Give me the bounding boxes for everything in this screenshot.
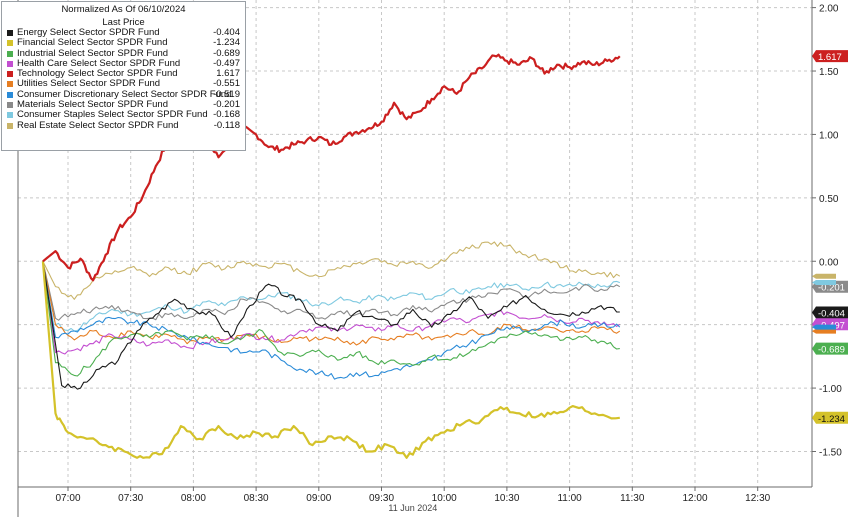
last-value-label: -0.201 <box>818 283 845 294</box>
series-line-7 <box>42 261 621 321</box>
legend-entry: Consumer Discretionary Select Sector SPD… <box>2 88 245 100</box>
legend-entry: Energy Select Sector SPDR Fund -0.404 <box>2 27 245 38</box>
legend-series-name: Energy Select Sector SPDR Fund <box>17 27 160 38</box>
legend-series-name: Consumer Staples Select Sector SPDR Fund <box>17 109 208 121</box>
last-value-label: -0.689 <box>818 345 845 356</box>
legend-entries: Energy Select Sector SPDR Fund -0.404 Fina… <box>2 27 245 131</box>
series-line-3 <box>42 261 621 355</box>
series-line-0 <box>42 261 620 390</box>
legend-swatch <box>7 60 13 67</box>
legend-series-name: Financial Select Sector SPDR Fund <box>17 37 168 49</box>
legend-series-value: -0.497 <box>213 57 240 69</box>
last-value-tag-4 <box>812 50 848 63</box>
legend-swatch <box>7 40 13 47</box>
series-line-9 <box>42 241 621 300</box>
legend-series-value: -0.519 <box>213 88 240 100</box>
x-tick-label: 08:00 <box>181 493 206 504</box>
legend-series-name: Health Care Select Sector SPDR Fund <box>17 57 181 69</box>
y-tick-label: 0.50 <box>819 194 839 205</box>
legend-series-value: -1.234 <box>213 37 240 49</box>
legend-series-name: Real Estate Select Sector SPDR Fund <box>17 119 179 131</box>
legend-series-value: -0.689 <box>213 47 240 59</box>
x-tick-label: 11:30 <box>620 493 645 504</box>
last-value-tag-5 <box>812 328 836 334</box>
series-line-5 <box>42 261 621 346</box>
x-tick-label: 07:00 <box>55 493 80 504</box>
legend-series-name: Industrial Select Sector SPDR Fund <box>17 47 169 59</box>
chart-title: Normalized As Of 06/10/2024 <box>61 4 186 15</box>
x-tick-label: 08:30 <box>244 493 269 504</box>
y-tick-label: -1.00 <box>819 384 842 395</box>
y-tick-label: -1.50 <box>819 447 842 458</box>
legend-series-value: -0.404 <box>213 27 240 38</box>
last-value-tag-2 <box>812 342 848 355</box>
legend-entry: Utilities Select Sector SPDR Fund -0.551 <box>2 79 245 89</box>
last-value-tag-9 <box>812 273 836 279</box>
x-tick-labels: 07:00 07:30 08:00 08:30 09:00 09:30 10:00 10:30… <box>55 487 771 504</box>
legend-swatch <box>7 102 13 109</box>
series-line-6 <box>42 261 621 380</box>
series-line-2 <box>42 261 620 377</box>
legend-entry: Technology Select Sector SPDR Fund 1.617 <box>2 68 245 80</box>
last-value-tag-8 <box>812 280 836 286</box>
x-tick-label: 11:00 <box>557 493 582 504</box>
x-tick-label: 09:30 <box>369 493 394 504</box>
legend-entry: Materials Select Sector SPDR Fund -0.201 <box>2 99 245 111</box>
x-tick-label: 12:00 <box>682 493 707 504</box>
y-tick-label: 1.50 <box>819 67 839 78</box>
legend-series-value: 1.617 <box>216 68 240 80</box>
last-value-label: -0.404 <box>818 308 845 319</box>
legend-series-name: Consumer Discretionary Select Sector SPD… <box>17 88 232 100</box>
legend-series-value: -0.118 <box>213 119 240 131</box>
legend: Normalized As Of 06/10/2024 Last Price E… <box>1 1 246 151</box>
legend-entry: Industrial Select Sector SPDR Fund -0.689 <box>2 47 245 59</box>
legend-entry: Consumer Staples Select Sector SPDR Fund… <box>2 110 245 120</box>
series-line-1 <box>41 261 620 459</box>
legend-entry: Real Estate Select Sector SPDR Fund -0.11… <box>2 119 245 131</box>
legend-swatch <box>7 112 13 119</box>
y-tick-label: 0.00 <box>819 257 839 268</box>
legend-series-name: Technology Select Sector SPDR Fund <box>17 68 178 80</box>
x-tick-label: 07:30 <box>118 493 143 504</box>
x-date-label: 11 Jun 2024 <box>388 503 437 513</box>
legend-entry: Financial Select Sector SPDR Fund -1.234 <box>2 37 245 49</box>
x-tick-label: 12:30 <box>745 493 770 504</box>
last-value-tags: -0.404-1.234-0.689-0.4971.617-0.201 <box>812 50 848 425</box>
last-value-tag-1 <box>812 411 848 424</box>
legend-series-value: -0.168 <box>213 109 240 121</box>
legend-entry: Health Care Select Sector SPDR Fund -0.49… <box>2 57 245 69</box>
series-line-4 <box>42 53 621 282</box>
y-tick-label: 1.00 <box>819 130 839 141</box>
legend-series-name: Utilities Select Sector SPDR Fund <box>17 78 161 90</box>
legend-series-value: -0.201 <box>213 99 240 111</box>
legend-header: Last Price <box>102 17 145 28</box>
last-value-label: 1.617 <box>818 52 842 63</box>
legend-swatch <box>7 91 13 98</box>
x-tick-label: 10:00 <box>432 493 457 504</box>
legend-swatch <box>7 30 13 36</box>
legend-swatch <box>7 50 13 57</box>
last-value-tag-0 <box>812 306 848 319</box>
last-value-label: -1.234 <box>818 414 845 425</box>
series-lines <box>41 53 621 459</box>
legend-series-value: -0.551 <box>213 78 240 90</box>
last-value-tag-6 <box>812 324 836 330</box>
x-tick-label: 10:30 <box>494 493 519 504</box>
legend-series-name: Materials Select Sector SPDR Fund <box>17 99 169 111</box>
x-tick-label: 09:00 <box>306 493 331 504</box>
y-tick-label: 2.00 <box>819 4 839 15</box>
legend-swatch <box>7 81 13 88</box>
legend-swatch <box>7 122 13 129</box>
legend-swatch <box>7 71 13 78</box>
